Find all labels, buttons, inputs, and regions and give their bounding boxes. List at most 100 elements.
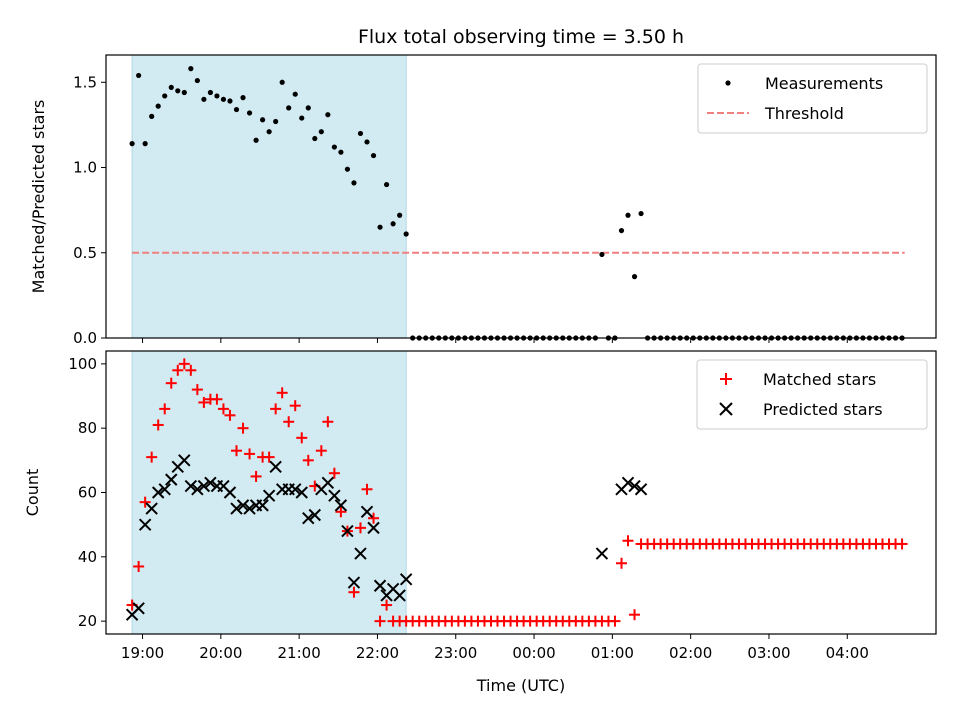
matched-stars-point — [191, 384, 203, 396]
measurement-point — [168, 84, 174, 90]
predicted-stars-point — [295, 486, 308, 499]
measurement-point — [207, 89, 214, 96]
measurement-point — [175, 88, 181, 94]
measurement-point — [383, 181, 390, 188]
predicted-stars-point — [223, 486, 237, 499]
predicted-stars-point — [628, 479, 641, 493]
predicted-stars-point — [399, 573, 413, 586]
y-tick-label: 100 — [68, 355, 97, 373]
matched-stars-point — [335, 506, 347, 518]
observing-window-span — [131, 54, 407, 339]
top-panel: 0.0 0.5 1.0 1.5 Matched/Predicted stars Mea… — [29, 54, 937, 347]
measurement-point — [625, 212, 631, 218]
predicted-stars-point — [204, 476, 217, 490]
predicted-stars-point — [302, 512, 315, 525]
measurement-point — [312, 135, 318, 142]
predicted-stars-point — [243, 502, 256, 515]
top-y-axis-label: Matched/Predicted stars — [29, 100, 48, 294]
y-tick-label: 40 — [78, 548, 97, 566]
predicted-stars-point — [634, 483, 648, 496]
predicted-stars-point — [178, 454, 191, 467]
x-tick-label: 21:00 — [278, 644, 321, 662]
legend-matched-marker — [720, 373, 732, 385]
predicted-stars-point — [621, 476, 635, 490]
matched-stars-point — [217, 403, 229, 415]
matched-stars-point — [354, 522, 366, 534]
bottom-legend-box — [696, 359, 928, 430]
predicted-stars-point — [360, 505, 374, 519]
measurement-point — [325, 112, 331, 118]
predicted-stars-point — [184, 479, 198, 493]
measurement-point — [331, 144, 337, 150]
x-axis-label: Time (UTC) — [476, 676, 565, 695]
legend-measurements-marker — [725, 80, 731, 86]
y-tick-label: 0.0 — [73, 329, 97, 347]
measurement-point — [279, 79, 285, 85]
measurement-point — [273, 118, 279, 125]
measurement-point — [370, 152, 377, 159]
x-tick-label: 00:00 — [512, 644, 555, 662]
y-tick-label: 80 — [78, 419, 97, 437]
measurement-point — [246, 110, 253, 116]
x-tick-label: 02:00 — [669, 644, 712, 662]
x-tick-label: 03:00 — [747, 644, 790, 662]
matched-stars-point — [609, 615, 621, 627]
measurement-point — [129, 141, 135, 147]
y-tick-label: 20 — [78, 612, 97, 630]
predicted-stars-point — [341, 524, 354, 538]
predicted-stars-point — [595, 547, 609, 560]
measurement-point — [364, 139, 370, 145]
matched-stars-point — [283, 416, 295, 428]
predicted-stars-point — [132, 602, 145, 615]
measurement-point — [214, 93, 220, 99]
legend-measurements-label: Measurements — [765, 74, 883, 93]
measurement-point — [286, 105, 292, 111]
measurement-point — [638, 210, 644, 217]
x-tick-label: 04:00 — [826, 644, 869, 662]
predicted-stars-point — [373, 579, 387, 592]
bottom-legend: Matched stars Predicted stars — [696, 359, 928, 430]
matched-stars-point — [231, 445, 243, 457]
measurement-point — [631, 274, 638, 280]
matched-stars-point — [381, 599, 393, 611]
predicted-stars-point — [197, 479, 211, 493]
measurement-point — [357, 130, 364, 137]
predicted-stars-point — [262, 489, 276, 502]
matched-stars-point — [244, 448, 256, 460]
predicted-stars-point — [145, 502, 158, 515]
predicted-stars-point — [367, 521, 380, 535]
measurement-point — [344, 166, 351, 172]
measurement-point — [266, 129, 272, 135]
observing-window-span — [131, 350, 407, 635]
measurement-point — [220, 96, 227, 102]
matched-stars-point — [615, 557, 627, 569]
matched-stars-point — [250, 470, 262, 482]
measurement-point — [299, 115, 305, 121]
measurement-point — [338, 149, 344, 155]
measurement-point — [233, 106, 240, 113]
measurement-point — [618, 227, 625, 234]
y-tick-label: 1.0 — [73, 159, 97, 177]
matched-stars-point — [237, 422, 249, 434]
measurement-point — [599, 251, 605, 258]
matched-stars-point — [322, 416, 334, 428]
matched-stars-point — [896, 538, 908, 550]
matched-stars-point — [159, 403, 171, 415]
matched-stars-point — [315, 445, 327, 457]
measurement-point — [155, 103, 161, 109]
matched-stars-point — [348, 586, 360, 598]
predicted-stars-point — [151, 486, 165, 499]
predicted-stars-point — [165, 473, 178, 486]
matched-stars-point — [374, 615, 386, 627]
measurement-point — [240, 95, 246, 101]
measurement-point — [136, 72, 142, 79]
matched-stars-point — [270, 403, 282, 415]
legend-predicted-marker — [719, 402, 733, 416]
matched-stars-point — [185, 364, 197, 376]
measurement-point — [292, 91, 298, 97]
legend-matched-label: Matched stars — [763, 370, 876, 389]
measurement-point — [149, 113, 155, 119]
matched-stars-point — [198, 396, 210, 408]
x-tick-label: 23:00 — [434, 644, 477, 662]
predicted-stars-point — [328, 489, 341, 502]
